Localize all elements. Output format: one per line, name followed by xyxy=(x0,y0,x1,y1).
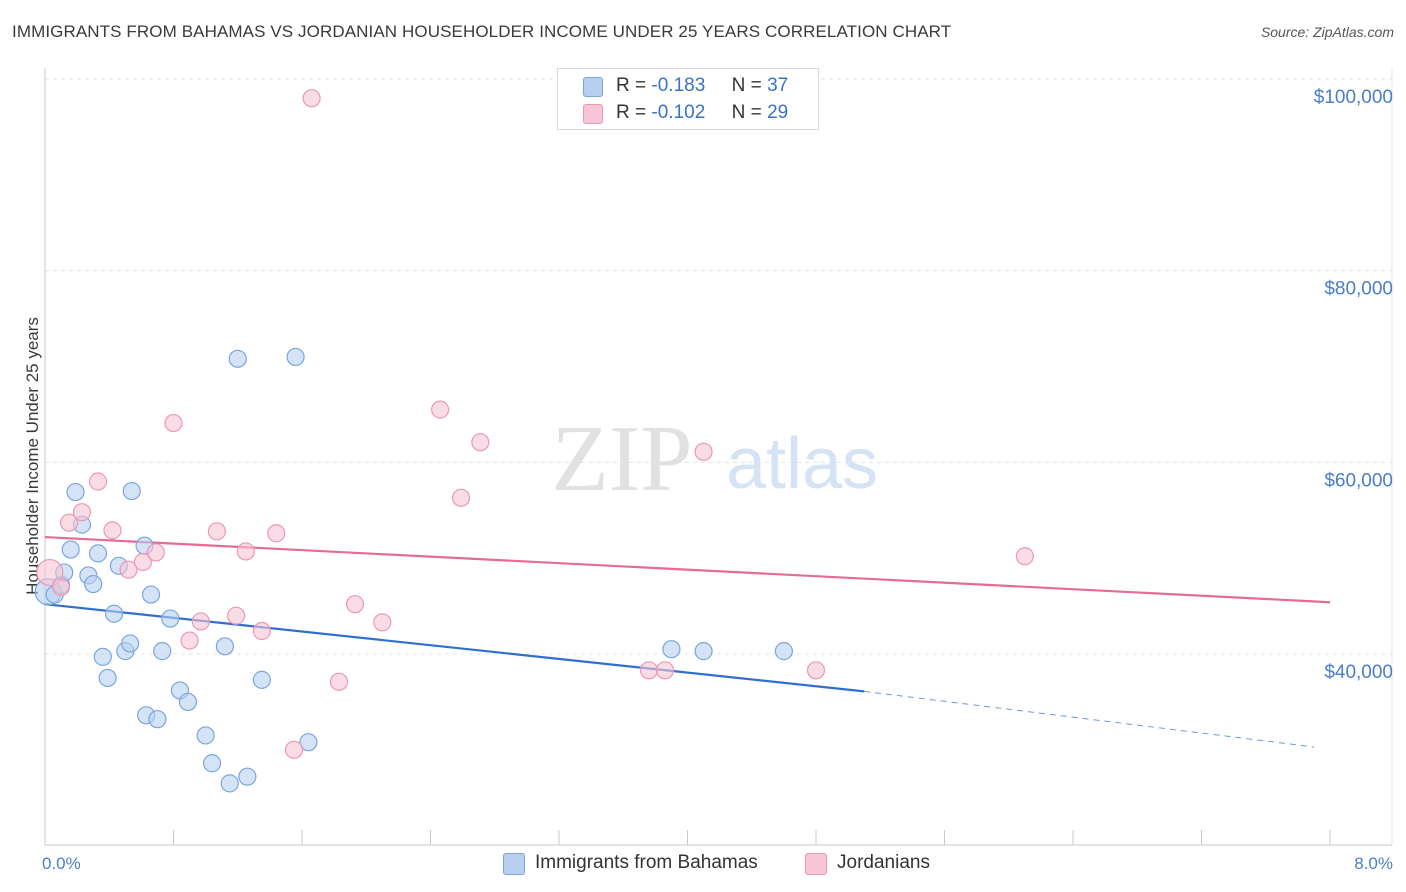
point-jordanians-10 xyxy=(180,631,199,650)
series-legend: Immigrants from Bahamas Jordanians xyxy=(0,852,1406,878)
trend-line-bahamas-extension xyxy=(864,690,1314,748)
point-jordanians-28 xyxy=(806,661,826,680)
point-jordanians-21 xyxy=(373,613,392,632)
point-bahamas-24 xyxy=(178,692,198,712)
point-bahamas-16 xyxy=(122,481,141,501)
point-jordanians-19 xyxy=(329,672,349,691)
point-bahamas-36 xyxy=(774,642,793,661)
watermark-atlas: atlas xyxy=(726,424,878,504)
y-tick-label-2: $80,000 xyxy=(1324,279,1393,300)
legend-n-label: N = xyxy=(731,102,762,123)
trend-line-jordanians xyxy=(44,535,1331,604)
point-jordanians-8 xyxy=(146,543,165,562)
point-bahamas-11 xyxy=(98,668,117,688)
point-bahamas-25 xyxy=(196,726,215,745)
point-bahamas-8 xyxy=(84,574,103,594)
legend-r-label: R = xyxy=(616,102,647,123)
trend-line-bahamas xyxy=(44,603,865,693)
point-bahamas-4 xyxy=(61,540,80,559)
axes xyxy=(44,68,1393,846)
legend-swatch-blue xyxy=(583,77,603,97)
point-jordanians-13 xyxy=(227,606,246,625)
legend-swatch-jordanians xyxy=(805,853,827,875)
point-jordanians-0 xyxy=(36,558,64,587)
point-bahamas-31 xyxy=(252,670,271,689)
point-bahamas-5 xyxy=(66,482,85,502)
y-tick-label-3: $100,000 xyxy=(1314,87,1393,108)
point-bahamas-32 xyxy=(286,347,305,367)
watermark: ZIP atlas xyxy=(552,407,879,511)
point-jordanians-3 xyxy=(72,503,92,522)
legend-text-jordanians: R = -0.102 N = 29 xyxy=(616,102,788,124)
point-jordanians-16 xyxy=(267,524,286,543)
point-bahamas-30 xyxy=(238,767,257,786)
point-jordanians-24 xyxy=(471,433,490,452)
legend-swatch-bahamas xyxy=(503,853,525,875)
y-tick-label-1: $60,000 xyxy=(1324,470,1393,491)
point-jordanians-12 xyxy=(207,522,226,541)
point-jordanians-2 xyxy=(59,513,79,532)
point-bahamas-19 xyxy=(141,585,161,604)
legend-label-jordanians: Jordanians xyxy=(837,852,930,873)
point-jordanians-27 xyxy=(694,442,713,461)
y-tick-label-0: $40,000 xyxy=(1324,662,1393,683)
legend-n-label: N = xyxy=(731,75,762,96)
point-jordanians-11 xyxy=(191,612,210,631)
point-jordanians-9 xyxy=(164,413,183,433)
point-jordanians-6 xyxy=(119,560,138,579)
chart-title: IMMIGRANTS FROM BAHAMAS VS JORDANIAN HOU… xyxy=(12,22,952,41)
point-bahamas-15 xyxy=(121,634,140,653)
x-tick-labels: 0.0% 8.0% xyxy=(42,854,1393,873)
point-jordanians-15 xyxy=(252,621,271,641)
point-jordanians-1 xyxy=(51,577,71,597)
point-jordanians-14 xyxy=(236,542,255,561)
x-tick-label-1: 8.0% xyxy=(1354,854,1393,873)
point-jordanians-22 xyxy=(431,400,450,419)
point-bahamas-9 xyxy=(88,544,108,563)
legend-n-value: 29 xyxy=(767,102,789,123)
point-jordanians-26 xyxy=(655,661,675,680)
point-bahamas-27 xyxy=(215,637,234,656)
point-bahamas-26 xyxy=(202,754,222,773)
legend-r-value: -0.183 xyxy=(651,75,706,96)
point-jordanians-17 xyxy=(284,740,304,759)
point-jordanians-7 xyxy=(133,552,153,572)
point-jordanians-18 xyxy=(302,89,321,108)
trend-lines xyxy=(44,535,1331,748)
legend-r-value: -0.102 xyxy=(651,102,706,123)
legend-swatch-pink xyxy=(583,104,603,124)
legend-text-bahamas: R = -0.183 N = 37 xyxy=(616,75,788,97)
point-jordanians-25 xyxy=(639,661,659,680)
point-jordanians-23 xyxy=(451,488,471,507)
point-bahamas-20 xyxy=(148,710,167,729)
point-bahamas-33 xyxy=(299,733,318,752)
point-bahamas-21 xyxy=(153,642,172,661)
stats-legend: R = -0.183 N = 37 R = -0.102 N = 29 xyxy=(557,68,819,130)
legend-n-value: 37 xyxy=(767,75,789,96)
point-jordanians-4 xyxy=(88,472,108,491)
point-bahamas-28 xyxy=(220,774,239,793)
legend-label-bahamas: Immigrants from Bahamas xyxy=(535,852,758,873)
point-bahamas-34 xyxy=(662,640,681,659)
x-tick-label-0: 0.0% xyxy=(42,854,81,873)
legend-r-label: R = xyxy=(616,75,647,96)
source-label: Source: ZipAtlas.com xyxy=(1260,24,1394,40)
gridlines xyxy=(45,78,1392,655)
watermark-zip: ZIP xyxy=(552,407,693,511)
point-bahamas-10 xyxy=(93,647,112,666)
point-jordanians-5 xyxy=(103,521,122,540)
point-bahamas-12 xyxy=(104,604,124,623)
data-points xyxy=(34,89,1034,793)
point-bahamas-22 xyxy=(161,609,180,628)
point-bahamas-35 xyxy=(694,642,713,661)
point-jordanians-29 xyxy=(1015,547,1034,566)
point-bahamas-29 xyxy=(228,349,247,368)
point-jordanians-20 xyxy=(345,595,365,614)
y-tick-labels: $40,000 $60,000 $80,000 $100,000 xyxy=(1314,87,1393,683)
